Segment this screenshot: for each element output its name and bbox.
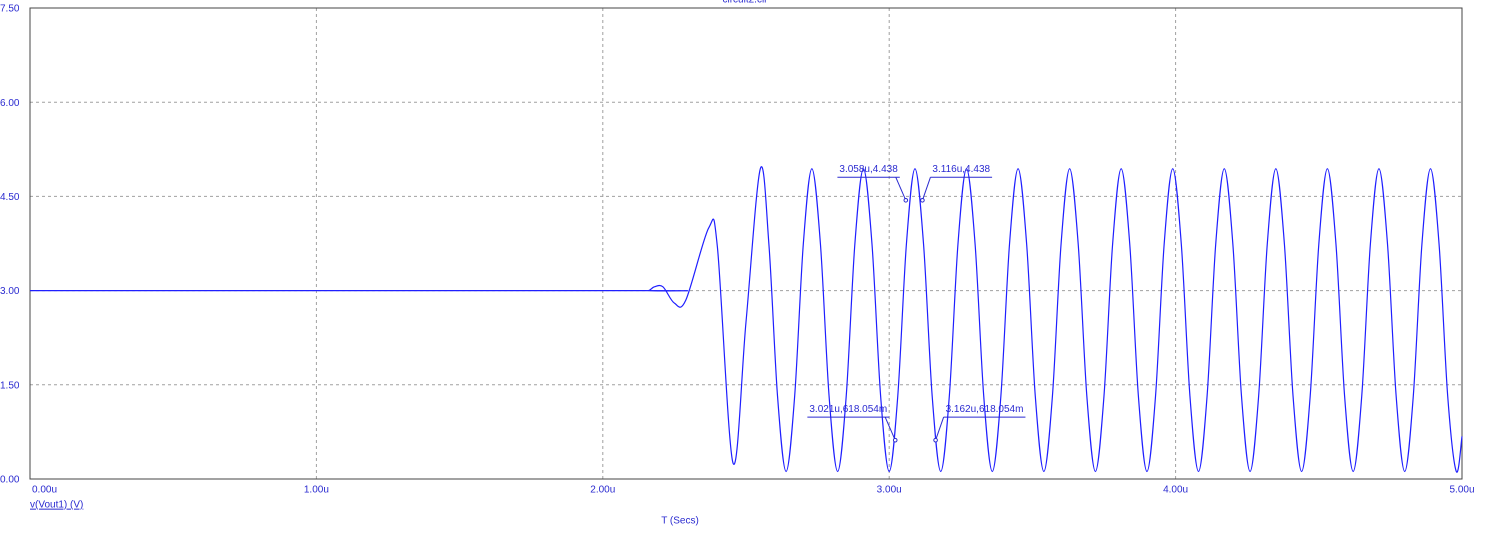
y-tick-label: 7.50 bbox=[0, 4, 20, 15]
cursor-label: 3.162u,618.054m bbox=[946, 404, 1024, 415]
cursor-label: 3.021u,618.054m bbox=[809, 404, 887, 415]
cursor-leader bbox=[935, 417, 945, 441]
plot-frame bbox=[29, 7, 1463, 480]
x-tick-label: 3.00u bbox=[877, 485, 902, 496]
legend-entry[interactable]: v(Vout1) (V) bbox=[30, 500, 83, 511]
cursor-marker bbox=[903, 197, 909, 203]
chart-title: circuit2.cir bbox=[722, 0, 768, 6]
x-tick-label: 2.00u bbox=[590, 485, 615, 496]
cursor-marker bbox=[892, 437, 898, 443]
x-tick-label: 5.00u bbox=[1449, 485, 1474, 496]
x-tick-label: 4.00u bbox=[1163, 485, 1188, 496]
x-axis-label: T (Secs) bbox=[661, 516, 699, 527]
y-tick-label: 1.50 bbox=[0, 380, 20, 391]
cursor-leader bbox=[895, 177, 907, 201]
y-tick-label: 4.50 bbox=[0, 192, 20, 203]
y-tick-label: 6.00 bbox=[0, 98, 20, 109]
series-line bbox=[30, 166, 1463, 473]
cursor-leader bbox=[921, 177, 931, 201]
x-tick-label: 0.00u bbox=[32, 485, 57, 496]
cursor-marker bbox=[933, 437, 938, 443]
y-tick-label: 3.00 bbox=[0, 286, 20, 297]
y-tick-label: 0.00 bbox=[0, 475, 20, 486]
cursor-marker bbox=[920, 197, 925, 203]
x-tick-label: 1.00u bbox=[304, 485, 329, 496]
cursor-label: 3.058u,4.438 bbox=[839, 164, 898, 175]
cursor-label: 3.116u,4.438 bbox=[932, 164, 990, 175]
cursor-leader bbox=[884, 416, 896, 441]
